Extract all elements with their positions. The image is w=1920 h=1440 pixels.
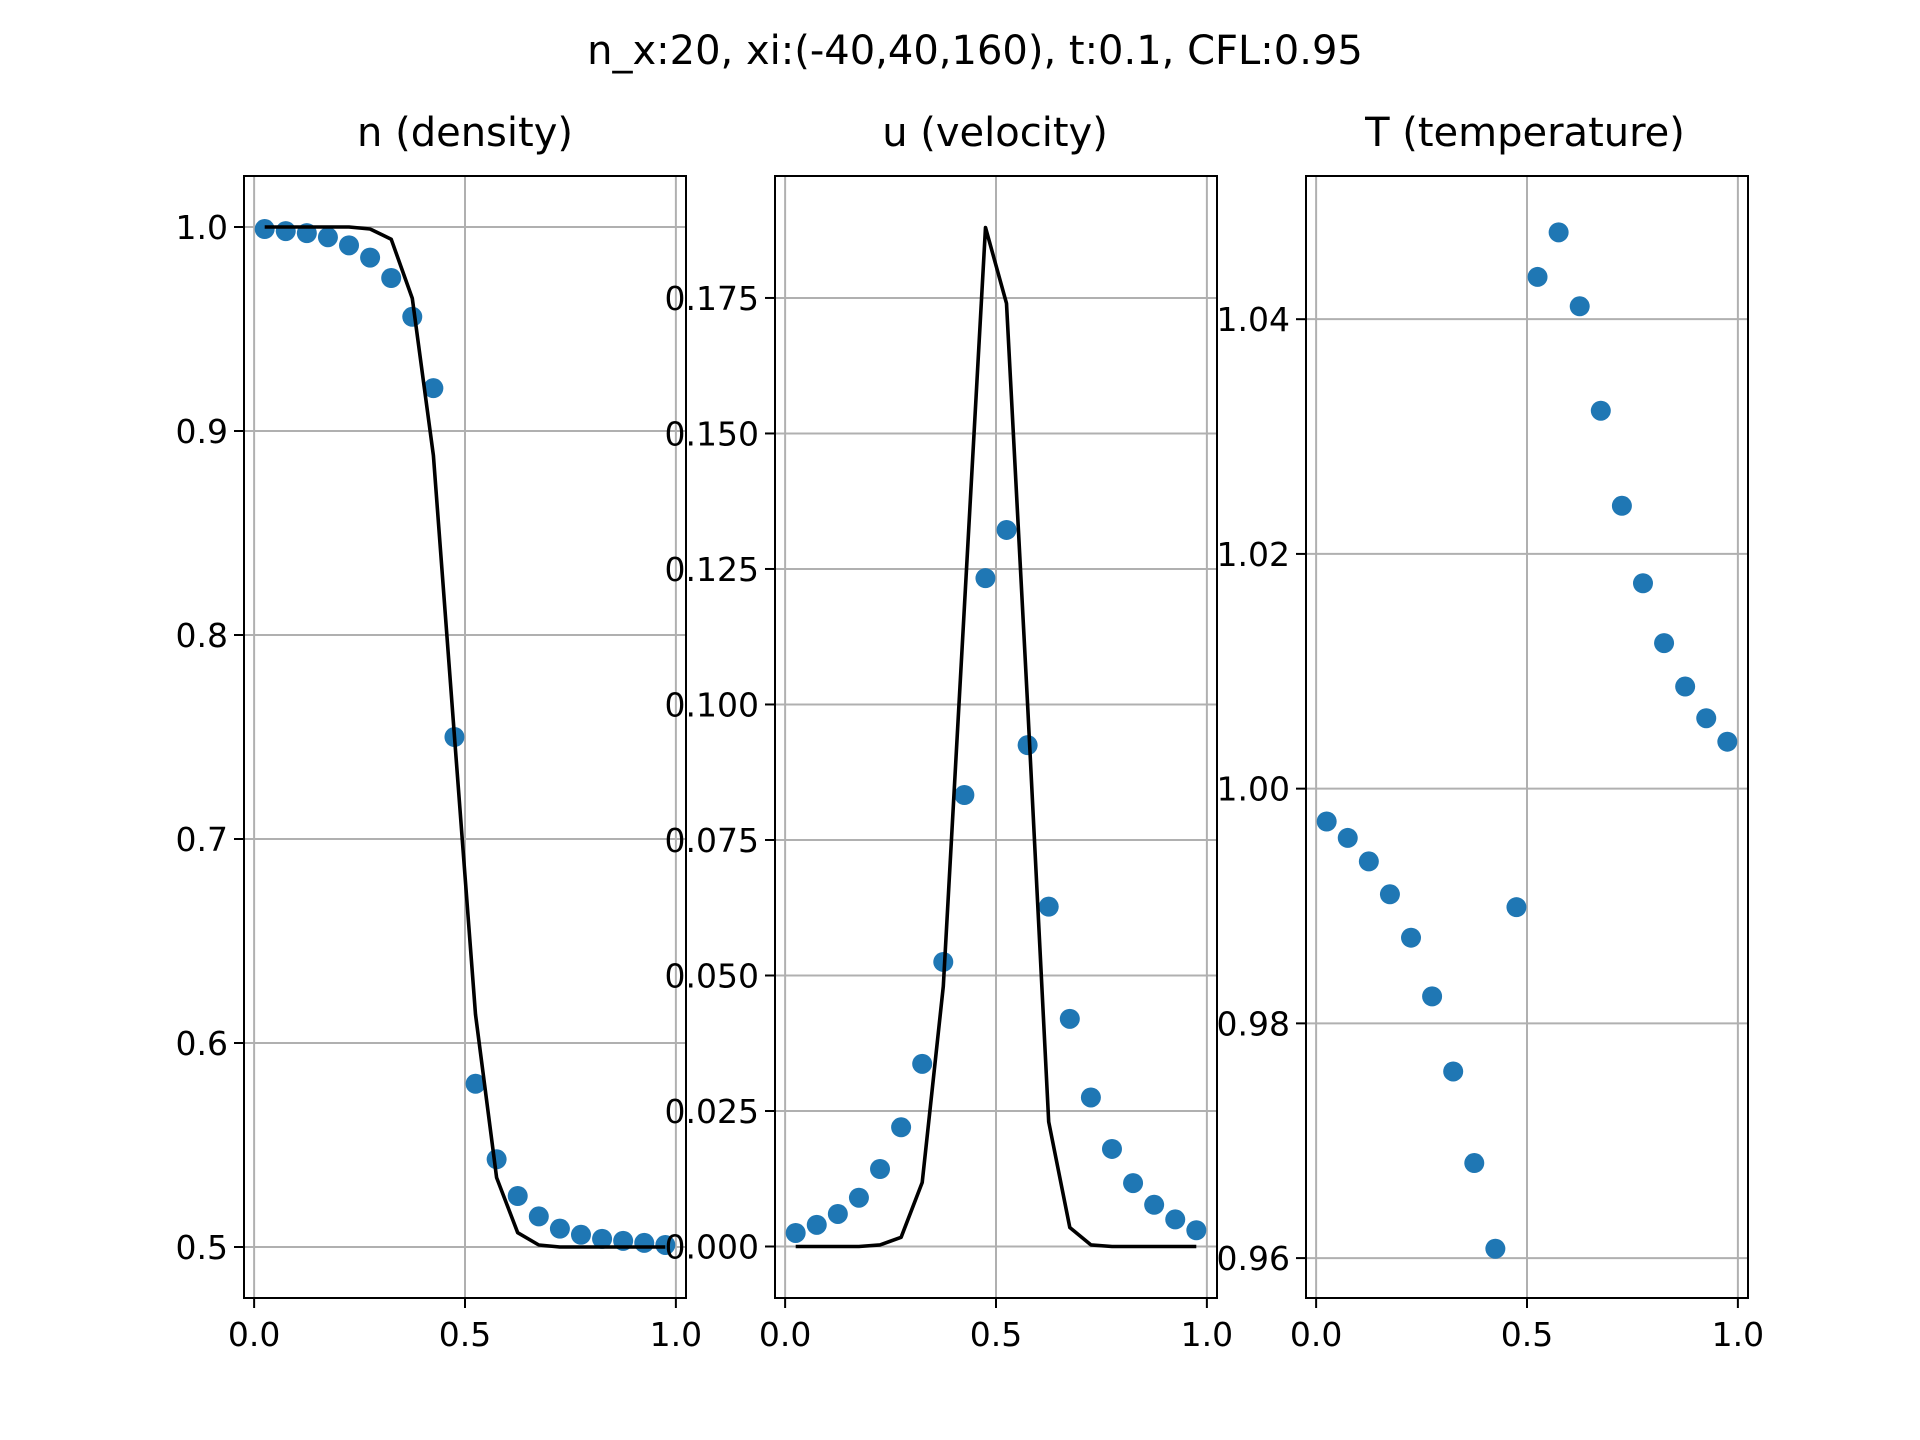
- velocity-data-point: [1101, 1138, 1122, 1159]
- temperature-y-tick-label: 1.04: [1217, 300, 1290, 339]
- velocity-data-point: [827, 1203, 848, 1224]
- density-data-point: [549, 1218, 570, 1239]
- velocity-data-point: [1144, 1194, 1165, 1215]
- temperature-data-point: [1527, 266, 1548, 287]
- temperature-data-point: [1675, 676, 1696, 697]
- temperature-data-point: [1569, 296, 1590, 317]
- velocity-data-point: [1017, 735, 1038, 756]
- velocity-y-tick-label: 0.050: [665, 956, 759, 995]
- density-data-point: [655, 1234, 676, 1255]
- temperature-data-point: [1632, 573, 1653, 594]
- temperature-panel-title: T (temperature): [1364, 110, 1685, 156]
- figure-suptitle: n_x:20, xi:(-40,40,160), t:0.1, CFL:0.95: [587, 28, 1363, 74]
- velocity-y-tick-label: 0.075: [665, 821, 759, 860]
- temperature-data-point: [1590, 400, 1611, 421]
- temperature-x-tick-label: 0.5: [1501, 1315, 1553, 1354]
- density-data-point: [528, 1206, 549, 1227]
- velocity-data-point: [912, 1053, 933, 1074]
- temperature-data-point: [1358, 851, 1379, 872]
- temperature-x-tick-label: 1.0: [1712, 1315, 1764, 1354]
- velocity-exact-solution-line: [795, 225, 1197, 1249]
- velocity-y-tick-label: 0.125: [665, 550, 759, 589]
- velocity-data-point: [1059, 1008, 1080, 1029]
- density-x-tick-label: 0.5: [439, 1315, 491, 1354]
- velocity-panel: u (velocity) 0.0 0.5 1.0 0.000 0.025 0.050 0.0…: [665, 110, 1234, 1354]
- temperature-data-point: [1654, 633, 1675, 654]
- density-y-tick-label: 0.7: [176, 820, 228, 859]
- density-panel-title: n (density): [357, 110, 573, 156]
- velocity-y-tick-label: 0.100: [665, 685, 759, 724]
- velocity-y-tick-label: 0.000: [665, 1228, 759, 1267]
- density-data-point: [570, 1224, 591, 1245]
- velocity-data-point: [848, 1187, 869, 1208]
- density-y-tick-label: 0.6: [176, 1024, 228, 1063]
- temperature-y-tick-label: 1.00: [1217, 770, 1290, 809]
- velocity-x-tick-label: 1.0: [1181, 1315, 1233, 1354]
- density-y-tick-label: 1.0: [176, 208, 228, 247]
- temperature-data-point: [1548, 222, 1569, 243]
- velocity-data-point: [954, 784, 975, 805]
- velocity-x-tick-label: 0.5: [970, 1315, 1022, 1354]
- temperature-panel: T (temperature) 0.0 0.5 1.0 0.96 0.98 1.00 1.0…: [1217, 110, 1765, 1354]
- density-data-point: [634, 1232, 655, 1253]
- velocity-data-point: [785, 1222, 806, 1243]
- temperature-y-tick-label: 0.98: [1217, 1004, 1290, 1043]
- density-data-point: [402, 306, 423, 327]
- temperature-data-point: [1717, 731, 1738, 752]
- temperature-data-point: [1506, 897, 1527, 918]
- velocity-x-tick-label: 0.0: [759, 1315, 811, 1354]
- density-data-point: [486, 1149, 507, 1170]
- density-panel: n (density) 0.0 0.5 1.0 0.5 0.6 0.7 0.8 0.9 1.0: [176, 110, 703, 1354]
- temperature-y-tick-label: 0.96: [1217, 1239, 1290, 1278]
- velocity-y-tick-label: 0.025: [665, 1092, 759, 1131]
- temperature-data-point: [1696, 708, 1717, 729]
- temperature-data-point: [1611, 495, 1632, 516]
- density-data-point: [254, 219, 275, 240]
- temperature-x-tick-label: 0.0: [1290, 1315, 1342, 1354]
- velocity-data-point: [1186, 1220, 1207, 1241]
- density-data-point: [465, 1073, 486, 1094]
- velocity-y-tick-label: 0.150: [665, 414, 759, 453]
- velocity-data-point: [806, 1214, 827, 1235]
- density-data-point: [381, 268, 402, 288]
- temperature-data-point: [1401, 927, 1422, 948]
- density-data-point: [275, 221, 296, 242]
- density-data-point: [592, 1228, 613, 1249]
- density-y-tick-label: 0.9: [176, 412, 228, 451]
- velocity-data-point: [1038, 896, 1059, 917]
- velocity-data-point: [1165, 1209, 1186, 1230]
- density-exact-solution-line: [264, 225, 666, 1249]
- velocity-data-point: [870, 1158, 891, 1179]
- temperature-data-point: [1337, 827, 1358, 848]
- temperature-data-point: [1485, 1238, 1506, 1259]
- velocity-data-point: [1080, 1087, 1101, 1108]
- velocity-panel-title: u (velocity): [882, 110, 1108, 156]
- velocity-data-point: [891, 1117, 912, 1138]
- density-data-point: [423, 378, 444, 399]
- temperature-data-point: [1443, 1061, 1464, 1082]
- temperature-y-tick-label: 1.02: [1217, 535, 1290, 574]
- density-y-tick-label: 0.8: [176, 616, 228, 655]
- temperature-data-point: [1422, 986, 1443, 1007]
- density-data-point: [317, 227, 338, 248]
- temperature-data-point: [1464, 1153, 1485, 1174]
- velocity-data-point: [1123, 1173, 1144, 1194]
- velocity-data-point: [996, 519, 1017, 540]
- density-y-tick-label: 0.5: [176, 1228, 228, 1267]
- density-data-point: [339, 235, 360, 256]
- temperature-data-point: [1379, 884, 1400, 905]
- temperature-data-point: [1316, 811, 1337, 832]
- density-data-point: [360, 247, 381, 268]
- velocity-data-point: [975, 568, 996, 589]
- density-x-tick-label: 1.0: [650, 1315, 702, 1354]
- velocity-y-tick-label: 0.175: [665, 279, 759, 318]
- density-x-tick-label: 0.0: [228, 1315, 280, 1354]
- density-data-point: [507, 1186, 528, 1206]
